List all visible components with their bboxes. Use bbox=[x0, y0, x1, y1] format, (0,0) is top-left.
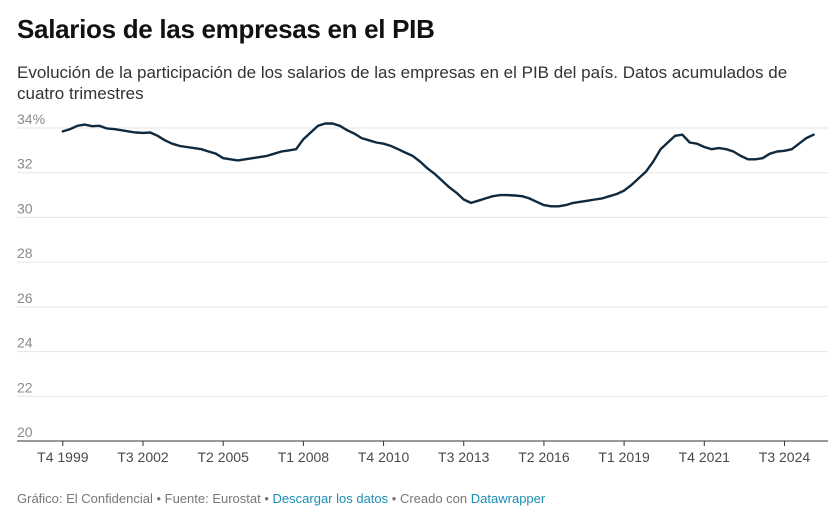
y-tick-label: 22 bbox=[17, 379, 33, 395]
x-tick-label: T1 2008 bbox=[278, 449, 330, 465]
datawrapper-link[interactable]: Datawrapper bbox=[470, 491, 546, 506]
chart-title: Salarios de las empresas en el PIB bbox=[17, 14, 435, 44]
chart-subtitle: Evolución de la participación de los sal… bbox=[17, 63, 788, 103]
x-tick-label: T4 1999 bbox=[37, 449, 89, 465]
x-axis-ticks: T4 1999 T3 2002 T2 2005 T1 2008 T4 2010 T3 20… bbox=[37, 441, 810, 465]
footer-separator: • bbox=[388, 491, 400, 506]
download-data-link[interactable]: Descargar los datos bbox=[272, 491, 389, 506]
footer-source: Fuente: Eurostat bbox=[164, 491, 261, 506]
x-tick-label: T4 2021 bbox=[679, 449, 731, 465]
footer-separator: • bbox=[152, 491, 165, 506]
y-tick-label: 24 bbox=[17, 335, 33, 351]
y-axis-ticks: 20 22 24 26 28 30 32 34% bbox=[17, 111, 45, 440]
x-tick-label: T2 2016 bbox=[518, 449, 570, 465]
gridlines bbox=[17, 127, 828, 442]
x-tick-label: T3 2002 bbox=[117, 449, 169, 465]
footer-credit: Gráfico: El Confidencial bbox=[17, 491, 153, 506]
footer-separator: • bbox=[260, 491, 273, 506]
chart-footer: Gráfico: El Confidencial • Fuente: Euros… bbox=[17, 491, 545, 506]
y-tick-label: 34% bbox=[17, 111, 45, 127]
footer-created-with: Creado con bbox=[399, 491, 468, 506]
x-tick-label: T3 2013 bbox=[438, 449, 490, 465]
series-line bbox=[61, 122, 815, 208]
y-tick-label: 28 bbox=[17, 245, 33, 261]
y-tick-label: 20 bbox=[17, 424, 33, 440]
x-tick-label: T3 2024 bbox=[759, 449, 811, 465]
x-tick-label: T1 2019 bbox=[598, 449, 650, 465]
x-tick-label: T2 2005 bbox=[198, 449, 250, 465]
y-tick-label: 26 bbox=[17, 290, 33, 306]
y-tick-label: 30 bbox=[17, 200, 33, 216]
x-tick-label: T4 2010 bbox=[358, 449, 410, 465]
y-tick-label: 32 bbox=[17, 156, 33, 172]
